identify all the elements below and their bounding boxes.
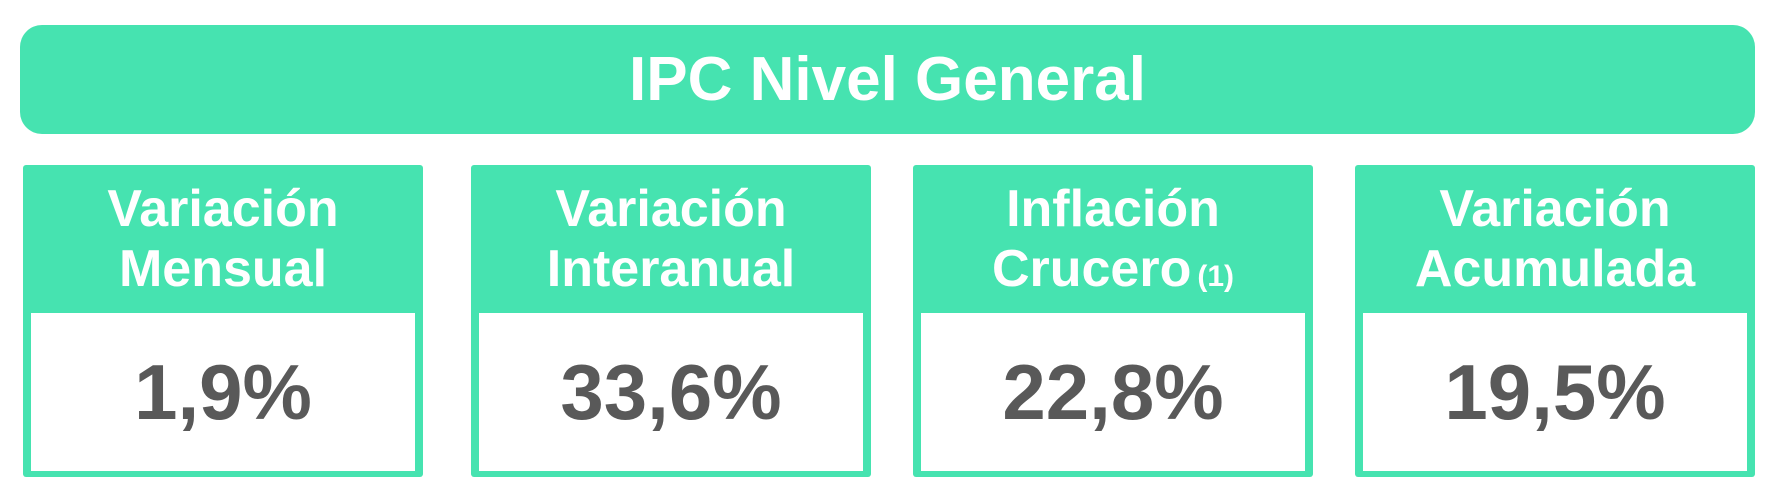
card-title: Variación Interanual — [471, 179, 871, 309]
card: Inflación Crucero (1) 22,8% — [913, 165, 1313, 477]
title-text: Crucero — [991, 240, 1192, 298]
title-line: Acumulada — [1355, 239, 1755, 299]
card-title: Variación Acumulada — [1355, 179, 1755, 309]
title-line: Mensual — [23, 239, 423, 299]
title-line: Crucero (1) — [913, 239, 1313, 307]
title-text: Variación — [1439, 180, 1671, 238]
title-line: Variación — [471, 179, 871, 239]
value: 19,5% — [1444, 347, 1666, 436]
card: Variación Acumulada 19,5% — [1355, 165, 1755, 477]
footnote-marker: (1) — [1197, 260, 1235, 293]
value-box: 33,6% — [479, 313, 863, 471]
title-text: Variación — [555, 180, 787, 238]
title-text: Interanual — [546, 240, 796, 298]
value-box: 19,5% — [1363, 313, 1747, 471]
title-text: Inflación — [1006, 180, 1220, 238]
card: Variación Mensual 1,9% — [23, 165, 423, 477]
title-line: Inflación — [913, 179, 1313, 239]
title-line: Variación — [1355, 179, 1755, 239]
card-title: Variación Mensual — [23, 179, 423, 309]
title-text: Variación — [107, 180, 339, 238]
value: 22,8% — [1002, 347, 1224, 436]
value: 33,6% — [560, 347, 782, 436]
title-text: Mensual — [118, 240, 328, 298]
title-line: Interanual — [471, 239, 871, 299]
card-title: Inflación Crucero (1) — [913, 179, 1313, 309]
value-box: 1,9% — [31, 313, 415, 471]
header: IPC Nivel General — [20, 25, 1755, 134]
value: 1,9% — [134, 347, 312, 436]
title-text: Acumulada — [1414, 240, 1696, 298]
title-line: Variación — [23, 179, 423, 239]
header-title: IPC Nivel General — [629, 45, 1146, 114]
value-box: 22,8% — [921, 313, 1305, 471]
card: Variación Interanual 33,6% — [471, 165, 871, 477]
